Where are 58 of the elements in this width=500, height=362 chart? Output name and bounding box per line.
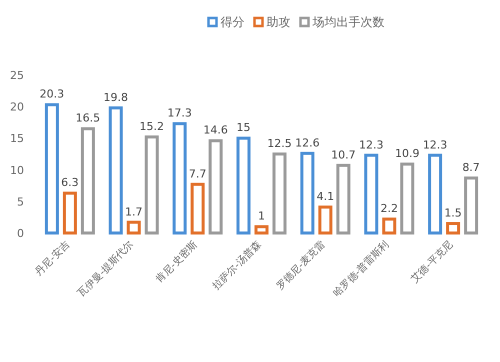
legend-label: 得分: [220, 15, 244, 29]
data-label: 7.7: [188, 167, 206, 180]
bar: [272, 152, 286, 234]
bar: [172, 122, 187, 234]
bar: [144, 135, 159, 234]
data-label: 1: [258, 210, 265, 223]
data-label: 12.5: [267, 137, 292, 150]
y-tick-label: 15: [10, 132, 24, 146]
bar: [336, 164, 350, 234]
data-label: 14.6: [203, 124, 228, 137]
bar: [126, 220, 141, 234]
bar: [62, 192, 77, 234]
data-label: 4.1: [316, 190, 334, 204]
x-tick-label: 艾德-平克尼: [408, 238, 456, 286]
y-tick-label: 10: [10, 164, 24, 177]
data-label: 16.5: [76, 112, 100, 125]
bar: [190, 182, 205, 234]
bar: [428, 154, 442, 234]
data-label: 8.7: [462, 161, 480, 174]
data-label: 10.9: [394, 147, 420, 160]
data-label: 2.2: [380, 202, 398, 216]
data-label: 17.3: [167, 106, 192, 120]
data-label: 1.5: [444, 206, 462, 220]
data-label: 20.3: [40, 88, 64, 101]
y-tick-label: 5: [17, 195, 24, 208]
bar: [446, 222, 460, 234]
data-label: 10.7: [331, 148, 356, 162]
bar: [80, 127, 95, 234]
x-tick-label: 拉萨尔-汤普森: [210, 238, 264, 292]
bar: [108, 106, 123, 234]
bar: [236, 136, 250, 234]
data-label: 12.3: [358, 138, 384, 152]
data-label: 15.2: [140, 120, 164, 133]
data-label: 19.8: [104, 90, 128, 104]
bar: [364, 154, 378, 234]
legend-label: 助攻: [266, 15, 290, 29]
bar: [44, 103, 59, 234]
bar: [300, 152, 314, 234]
y-tick-label: 20: [10, 100, 24, 114]
bar: [464, 176, 478, 234]
bar: [254, 225, 268, 234]
y-tick-label: 25: [10, 69, 24, 82]
data-label: 12.3: [422, 138, 448, 152]
x-tick-label: 罗德尼-麦克雷: [274, 238, 328, 292]
bar: [318, 206, 332, 234]
data-label: 15: [236, 121, 250, 134]
bar: [208, 139, 223, 234]
x-tick-label: 肯尼-史密斯: [153, 238, 200, 286]
y-tick-label: 0: [17, 227, 24, 240]
x-tick-label: 丹尼-安吉: [32, 238, 72, 278]
bar: [382, 218, 396, 234]
x-tick-label: 瓦伊曼-提斯代尔: [75, 238, 136, 300]
legend-label: 场均出手次数: [312, 15, 384, 29]
data-label: 12.6: [295, 136, 320, 150]
bar: [400, 162, 414, 234]
data-label: 6.3: [61, 176, 79, 190]
x-tick-label: 哈罗德-普雷斯利: [330, 238, 392, 300]
data-label: 1.7: [125, 205, 143, 218]
